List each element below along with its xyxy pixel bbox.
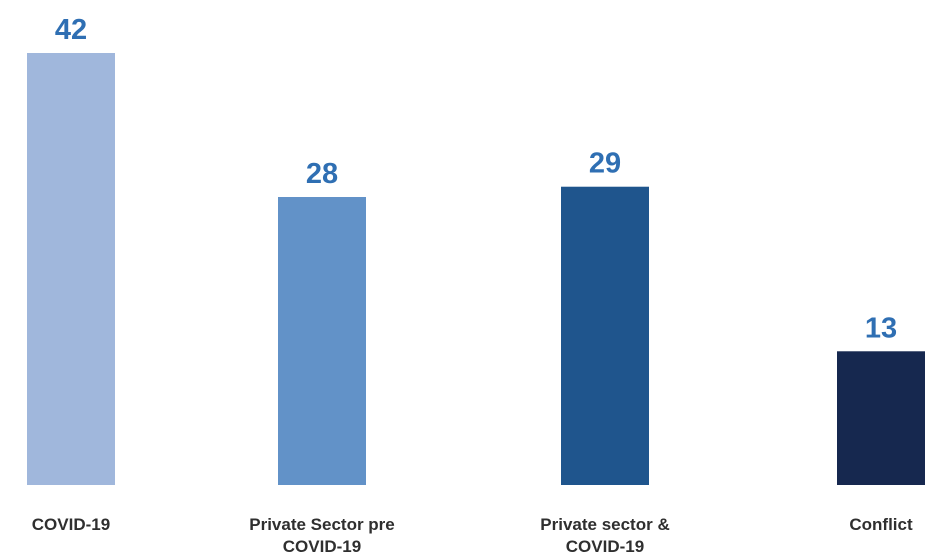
category-label-line: Conflict <box>849 515 913 534</box>
bars-layer <box>27 53 925 485</box>
category-label-4: Conflict <box>849 515 913 534</box>
category-label-line: Private Sector pre <box>249 515 395 534</box>
category-label-3: Private sector & COVID-19 <box>540 515 669 556</box>
category-label-line: COVID-19 <box>566 537 644 556</box>
bar-value-label-4: 13 <box>865 312 897 344</box>
category-label-line: Private sector & <box>540 515 669 534</box>
category-label-line: COVID-19 <box>283 537 361 556</box>
category-labels-layer: COVID-19 Private Sector pre COVID-19Privat… <box>32 515 913 556</box>
bar-value-label-3: 29 <box>589 148 621 180</box>
bar-1 <box>27 53 115 485</box>
category-label-1: COVID-19 <box>32 515 110 534</box>
bar-4 <box>837 351 925 485</box>
category-label-2: Private Sector pre COVID-19 <box>249 515 395 556</box>
value-labels-layer: 42 28 29 13 <box>55 14 897 344</box>
bar-value-label-1: 42 <box>55 14 87 46</box>
bar-2 <box>278 197 366 485</box>
bar-value-label-2: 28 <box>306 158 338 190</box>
bar-3 <box>561 186 649 485</box>
category-label-line: COVID-19 <box>32 515 110 534</box>
